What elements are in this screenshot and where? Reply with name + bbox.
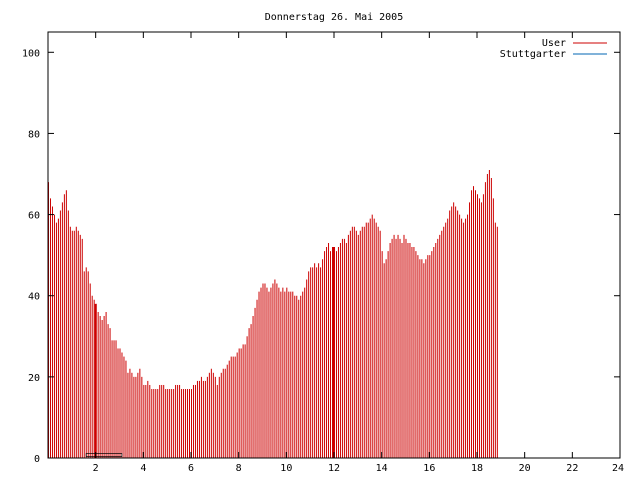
x-tick-label-10: 10: [280, 463, 292, 474]
y-tick-label-40: 40: [28, 292, 40, 303]
x-tick-label-2: 2: [93, 463, 99, 474]
x-tick-label-22: 22: [566, 463, 578, 474]
legend: User Stuttgarter: [500, 38, 607, 60]
y-tick-label-20: 20: [28, 373, 40, 384]
legend-label-stuttgarter: Stuttgarter: [500, 49, 566, 60]
x-tick-label-16: 16: [423, 463, 435, 474]
legend-label-user: User: [542, 38, 566, 49]
y-tick-label-80: 80: [28, 129, 40, 140]
x-tick-label-24: 24: [612, 463, 624, 474]
y-tick-label-0: 0: [34, 454, 40, 465]
x-tick-label-8: 8: [236, 463, 242, 474]
y-tick-label-60: 60: [28, 211, 40, 222]
x-tick-label-4: 4: [140, 463, 146, 474]
x-tick-label-6: 6: [188, 463, 194, 474]
y-tick-label-100: 100: [22, 48, 40, 59]
x-tick-label-12: 12: [328, 463, 340, 474]
x-tick-label-14: 14: [376, 463, 388, 474]
x-tick-label-18: 18: [471, 463, 483, 474]
bars-group: [48, 169, 498, 458]
x-tick-label-20: 20: [519, 463, 531, 474]
chart-title: Donnerstag 26. Mai 2005: [265, 12, 403, 23]
marker-box: [85, 453, 123, 457]
annotations-group: [85, 247, 335, 458]
